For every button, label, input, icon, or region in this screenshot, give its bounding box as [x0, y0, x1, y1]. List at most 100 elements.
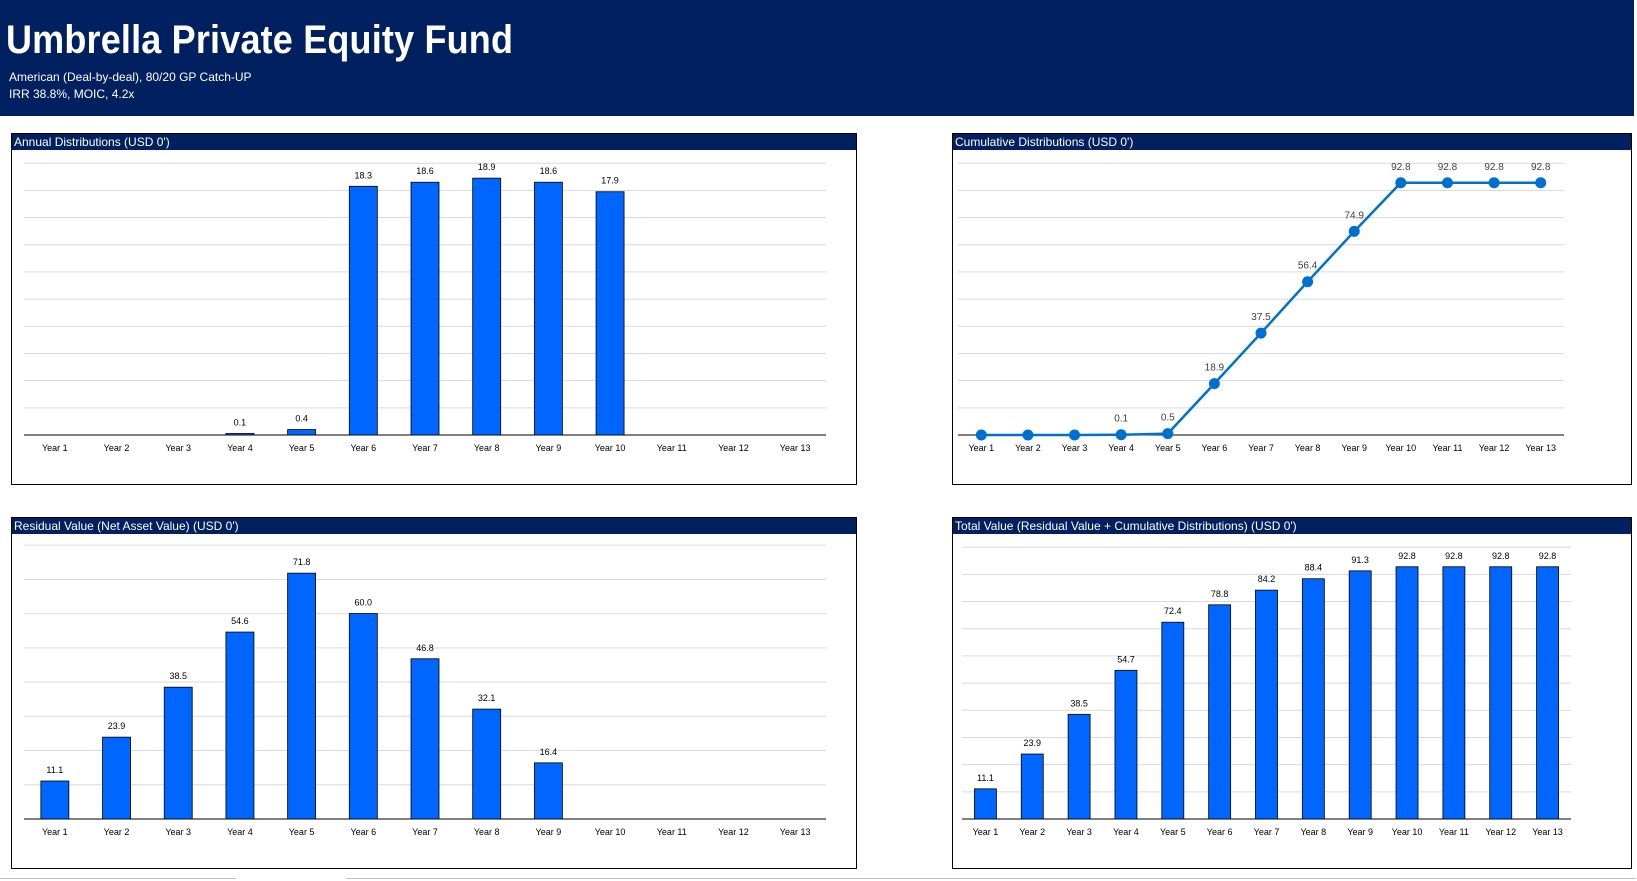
x-tick-label: Year 9 [536, 827, 562, 837]
x-tick-label: Year 6 [350, 827, 376, 837]
data-point [1115, 429, 1127, 441]
bar-year-7 [1255, 589, 1278, 820]
bar-year-5 [287, 429, 317, 436]
data-label: 23.9 [108, 721, 126, 731]
x-tick-label: Year 10 [595, 443, 626, 453]
bar-year-8 [1301, 578, 1325, 820]
x-tick-label: Year 13 [780, 827, 811, 837]
x-tick-label: Year 1 [42, 443, 68, 453]
bar-year-2 [1020, 753, 1044, 820]
data-label: 92.8 [1398, 551, 1416, 561]
data-point [1441, 177, 1453, 189]
data-label: 71.8 [293, 557, 311, 567]
bar-year-11 [1442, 566, 1466, 820]
x-tick-label: Year 8 [1300, 827, 1326, 837]
bar-year-2 [102, 736, 131, 820]
x-tick-label: Year 8 [474, 443, 500, 453]
bar-year-5 [287, 572, 317, 820]
cumulative-distributions-chart: 0.1 0.5 18.9 37.5 56.4 74.9 92.8 92.8 92.8 92.8 Ye… [958, 162, 1564, 453]
data-label: 18.3 [355, 170, 373, 180]
x-tick-label: Year 4 [1113, 827, 1139, 837]
x-tick-label: Year 7 [412, 827, 438, 837]
data-label: 91.3 [1351, 555, 1369, 565]
data-label: 18.9 [478, 162, 496, 172]
cumulative-distributions-title: Cumulative Distributions (USD 0') [953, 134, 1631, 150]
x-tick-label: Year 11 [1432, 443, 1462, 453]
bar-year-4 [1114, 669, 1138, 820]
data-point [1535, 177, 1547, 189]
data-label: 74.9 [1344, 210, 1364, 221]
bar-year-6 [348, 185, 378, 436]
bar-year-12 [1489, 566, 1513, 820]
x-tick-label: Year 10 [1392, 827, 1423, 837]
x-tick-label: Year 2 [104, 827, 130, 837]
bar-year-6 [1208, 604, 1232, 820]
data-label: 23.9 [1024, 738, 1042, 748]
x-tick-label: Year 3 [1066, 827, 1092, 837]
bottom-divider-right [346, 878, 1636, 879]
x-tick-label: Year 12 [718, 443, 749, 453]
bar-year-10 [1395, 566, 1419, 820]
residual-value-panel: Residual Value (Net Asset Value) (USD 0'… [11, 517, 857, 869]
x-tick-label: Year 6 [1207, 827, 1233, 837]
x-tick-label: Year 1 [42, 827, 68, 837]
series-line [981, 181, 1541, 437]
bar-year-9 [533, 762, 563, 820]
x-tick-label: Year 2 [104, 443, 130, 453]
bar-year-6 [348, 613, 378, 820]
bar-year-10 [595, 191, 625, 436]
data-label: 38.5 [169, 671, 187, 681]
bottom-divider-left [0, 878, 236, 879]
data-label: 54.6 [231, 616, 249, 626]
data-label: 11.1 [977, 773, 994, 783]
x-tick-label: Year 8 [474, 827, 500, 837]
bar-year-8 [472, 177, 502, 436]
bar-year-5 [1161, 621, 1185, 820]
annual-distributions-panel: Annual Distributions (USD 0') 0.1 0.4 18.3… [11, 133, 857, 485]
x-tick-label: Year 4 [227, 443, 253, 453]
data-label: 92.8 [1539, 551, 1557, 561]
data-point [1348, 225, 1360, 237]
annual-distributions-title: Annual Distributions (USD 0') [12, 134, 856, 150]
bar-year-4 [225, 631, 255, 820]
x-tick-label: Year 5 [1155, 443, 1181, 453]
bar-year-1 [974, 788, 997, 820]
x-tick-label: Year 7 [412, 443, 438, 453]
x-tick-label: Year 3 [165, 827, 191, 837]
data-point [1069, 429, 1081, 441]
data-label: 54.7 [1117, 654, 1135, 664]
bar-year-7 [410, 658, 440, 820]
bar-year-1 [40, 780, 70, 820]
data-label: 88.4 [1305, 563, 1323, 573]
x-tick-label: Year 5 [289, 443, 315, 453]
data-label: 0.1 [1114, 414, 1128, 425]
x-tick-label: Year 8 [1295, 443, 1321, 453]
x-tick-label: Year 10 [595, 827, 626, 837]
data-label: 18.6 [416, 166, 434, 176]
bar-year-7 [410, 181, 440, 436]
x-tick-label: Year 11 [657, 443, 687, 453]
data-label: 18.6 [540, 166, 558, 176]
data-label: 0.5 [1161, 413, 1175, 424]
annual-distributions-chart: 0.1 0.4 18.3 18.6 18.9 18.6 17.9 Year 1 Year 2 Ye… [24, 162, 826, 453]
data-label: 92.8 [1438, 162, 1458, 173]
data-point [975, 429, 987, 441]
data-label: 18.9 [1205, 363, 1225, 374]
x-tick-label: Year 3 [1062, 443, 1088, 453]
x-tick-label: Year 13 [1532, 827, 1563, 837]
data-point [1488, 177, 1500, 189]
x-tick-label: Year 9 [1347, 827, 1373, 837]
bar-year-8 [472, 708, 502, 820]
x-tick-label: Year 13 [780, 443, 811, 453]
data-label: 38.5 [1070, 698, 1088, 708]
residual-value-chart: 11.1 23.9 38.5 54.6 71.8 60.0 46.8 32.1 16.4 Year… [24, 544, 826, 837]
data-label: 37.5 [1251, 312, 1271, 323]
x-tick-label: Year 1 [968, 443, 994, 453]
total-value-title: Total Value (Residual Value + Cumulative… [953, 518, 1631, 534]
x-tick-label: Year 6 [1202, 443, 1228, 453]
x-tick-label: Year 5 [289, 827, 315, 837]
residual-value-title: Residual Value (Net Asset Value) (USD 0'… [12, 518, 856, 534]
data-label: 0.1 [234, 418, 247, 428]
data-label: 92.8 [1492, 551, 1510, 561]
report-banner: Umbrella Private Equity Fund American (D… [0, 0, 1634, 116]
